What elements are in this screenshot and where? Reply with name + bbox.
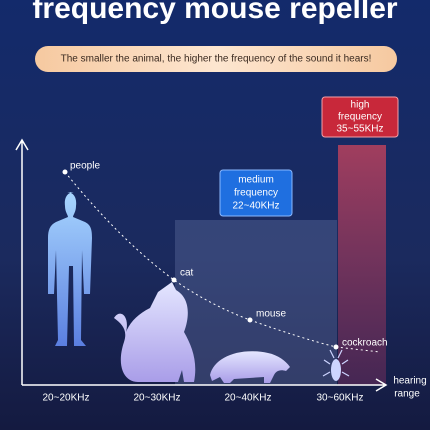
x-label: 20~30KHz <box>134 393 181 404</box>
cat-figure <box>114 282 196 382</box>
box-text: frequency <box>338 112 382 123</box>
title: frequency mouse repeller <box>32 0 397 25</box>
point <box>62 169 68 175</box>
cockroach-legs <box>322 349 350 377</box>
point-label: cockroach <box>342 338 388 349</box>
axes <box>15 138 388 392</box>
axis-label: hearing <box>393 376 426 387</box>
curve <box>64 171 381 353</box>
x-label: 20~20KHz <box>43 393 90 404</box>
box-text: medium <box>238 175 274 186</box>
point <box>333 344 339 350</box>
cockroach-figure <box>331 359 341 381</box>
box-text: frequency <box>234 188 278 199</box>
high-zone <box>338 145 386 385</box>
axis-label: range <box>394 389 420 400</box>
point-label: mouse <box>256 309 286 320</box>
subtitle: The smaller the animal, the higher the f… <box>61 54 372 65</box>
x-label: 30~60KHz <box>317 393 364 404</box>
point <box>171 277 177 283</box>
high-box <box>321 96 399 138</box>
box-text: 35~55KHz <box>337 124 384 135</box>
subtitle-pill <box>35 46 397 72</box>
point-label: cat <box>180 268 194 279</box>
box-text: high <box>351 100 370 111</box>
point-label: people <box>70 161 100 172</box>
person-figure <box>48 192 92 346</box>
point <box>247 317 253 323</box>
medium-box <box>219 169 293 217</box>
box-text: 22~40KHz <box>233 201 280 212</box>
mouse-figure <box>210 351 290 383</box>
x-label: 20~40KHz <box>225 393 272 404</box>
